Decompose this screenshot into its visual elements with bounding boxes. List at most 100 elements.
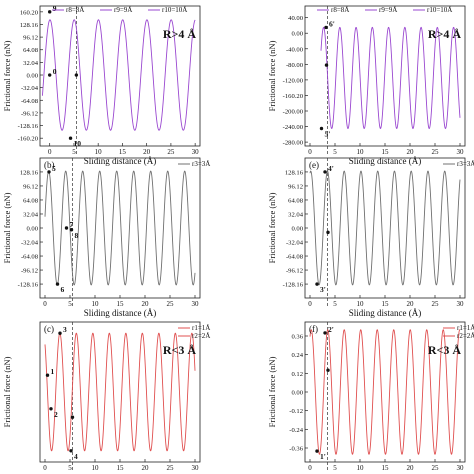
y-tick-label: -200.00: [283, 109, 304, 116]
x-tick-label: 5: [68, 300, 72, 308]
point-label: 6: [61, 285, 65, 294]
x-tick-label: 5: [333, 464, 337, 472]
y-tick-label: -160.20: [283, 93, 304, 100]
y-tick-label: -64.08: [21, 98, 39, 105]
point-label: 10: [74, 139, 82, 148]
data-point: [326, 230, 330, 235]
y-axis-label: Frictional force (nN): [2, 40, 12, 111]
y-tick-label: 0.00: [26, 226, 38, 233]
x-tick-label: 30: [192, 464, 200, 472]
point-label: 5': [325, 130, 331, 139]
x-tick-label: 10: [357, 300, 365, 308]
point-label: 4: [74, 452, 78, 461]
y-tick-label: -32.04: [21, 240, 39, 247]
point-label: 6': [329, 19, 335, 28]
x-tick-label: 15: [117, 464, 125, 472]
chart-panel-4: -128.16 -96.12 -64.08 -32.04 0.00 32.04 64.08 9…: [267, 157, 474, 318]
data-point: [69, 449, 73, 453]
x-tick-label: 15: [382, 300, 390, 308]
regime-annotation: R<3 Å: [163, 343, 197, 357]
y-tick-label: 96.12: [23, 35, 38, 42]
y-axis-label: Frictional force (nN): [2, 192, 12, 263]
y-tick-label: 40.00: [288, 15, 304, 22]
data-point: [47, 170, 51, 174]
x-tick-label: 5: [72, 148, 76, 156]
data-point: [68, 136, 73, 140]
x-tick-label: 10: [92, 464, 100, 472]
x-axis-label: Sliding distance (Å): [84, 308, 157, 318]
x-tick-label: 5: [333, 300, 337, 308]
series-line: [44, 332, 196, 452]
point-label: 2': [328, 325, 334, 334]
x-tick-label: 20: [407, 464, 415, 472]
data-point: [326, 368, 330, 372]
legend-label: r3=3Å: [457, 160, 474, 168]
y-tick-label: -96.12: [21, 110, 38, 117]
x-tick-label: 10: [95, 148, 103, 156]
y-tick-label: 64.08: [23, 197, 39, 204]
x-tick-label: 25: [432, 464, 440, 472]
legend-label: r1=1Å: [192, 324, 210, 332]
series-line: [320, 26, 461, 130]
x-tick-label: 15: [119, 148, 127, 156]
y-axis-label: Frictional force (nN): [267, 192, 277, 263]
chart-panel-1: -160.20 -128.16 -96.12 -64.08 -32.04 0.00 32.0…: [2, 4, 201, 166]
data-point: [324, 63, 329, 67]
y-tick-label: 64.08: [288, 197, 304, 204]
y-tick-label: -0.12: [289, 408, 303, 415]
chart-panel-3: -128.16 -96.12 -64.08 -32.04 0.00 32.04 64.08 9…: [2, 157, 210, 318]
y-tick-label: 160.20: [20, 9, 39, 16]
y-tick-label: -32.04: [21, 85, 39, 92]
x-tick-label: 0: [48, 148, 52, 156]
y-tick-label: -0.24: [289, 427, 303, 434]
data-point: [47, 10, 52, 14]
legend-label: r9=9Å: [114, 6, 132, 14]
x-tick-label: 20: [407, 148, 415, 156]
y-axis-label: Frictional force (nN): [267, 356, 277, 427]
data-point: [55, 282, 60, 286]
y-tick-label: 0.00: [291, 31, 303, 38]
y-tick-label: -64.08: [21, 254, 39, 261]
y-tick-label: -240.00: [283, 124, 304, 131]
y-tick-label: -96.12: [21, 268, 38, 275]
x-axis-label: Sliding distance (Å): [349, 308, 422, 318]
x-tick-label: 30: [457, 300, 465, 308]
x-tick-label: 25: [432, 148, 440, 156]
series-line: [41, 19, 196, 131]
x-tick-label: 15: [117, 300, 125, 308]
x-tick-label: 5: [68, 464, 72, 472]
x-tick-label: 25: [167, 300, 175, 308]
data-point: [323, 170, 327, 174]
y-tick-label: 32.04: [23, 211, 39, 218]
y-tick-label: -80.00: [286, 62, 304, 69]
y-tick-label: 96.12: [23, 183, 38, 190]
x-tick-label: 25: [167, 464, 175, 472]
panel-label: (f): [309, 324, 318, 334]
legend-label: r1=1Å: [457, 324, 474, 332]
chart-panel-6: -0.36 -0.24 -0.12 0.00 0.12 0.24 0.36 0 5 10 15 20 2…: [267, 321, 474, 472]
x-tick-label: 30: [192, 148, 200, 156]
y-tick-label: -32.04: [286, 240, 304, 247]
data-point: [74, 73, 79, 77]
x-axis-label: Sliding distance (Å): [349, 156, 422, 166]
x-tick-label: 30: [192, 300, 200, 308]
y-tick-label: 0.00: [291, 390, 303, 397]
regime-annotation: R>4 Å: [163, 27, 197, 41]
y-tick-label: -128.16: [283, 282, 304, 289]
x-tick-label: 0: [308, 148, 312, 156]
panel-label: (e): [309, 160, 319, 170]
x-tick-label: 20: [143, 148, 151, 156]
y-tick-label: 0.24: [291, 352, 303, 359]
legend-label: r8=8Å: [331, 6, 349, 14]
legend-label: r8=8Å: [66, 6, 84, 14]
data-point: [315, 449, 319, 453]
x-tick-label: 25: [167, 148, 175, 156]
y-axis-label: Frictional force (nN): [2, 356, 12, 427]
x-tick-label: 20: [142, 300, 150, 308]
y-tick-label: -120.00: [283, 77, 304, 84]
x-tick-label: 0: [43, 300, 47, 308]
x-tick-label: 10: [357, 464, 365, 472]
series-line: [309, 170, 461, 286]
chart-panel-5: 0 5 10 15 20 25 30 Frictional force (nN) 1 2 3 4 r1=…: [2, 321, 210, 472]
